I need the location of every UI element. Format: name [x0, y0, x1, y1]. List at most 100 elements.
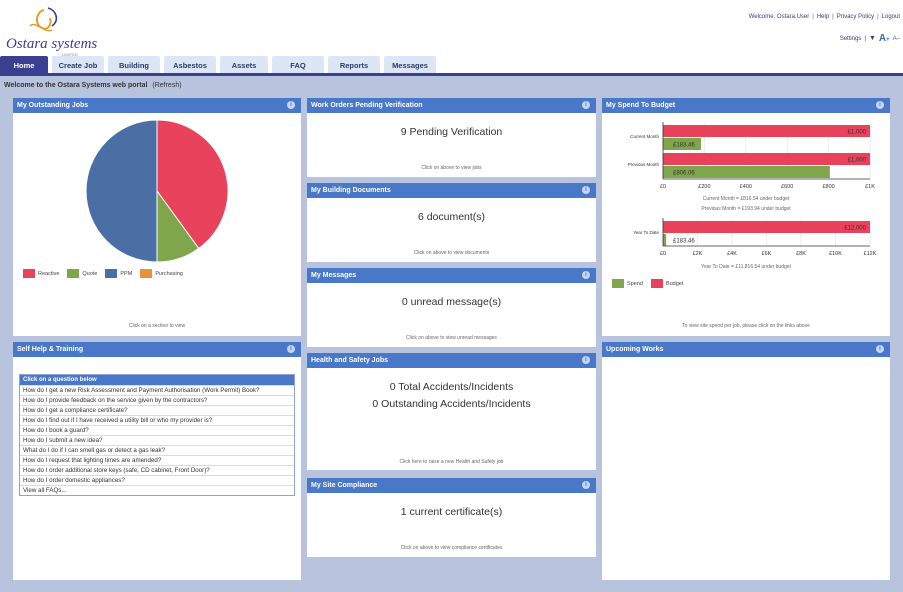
legend-swatch — [650, 279, 663, 288]
privacy-link[interactable]: Privacy Policy — [836, 14, 875, 20]
spend-bar[interactable] — [663, 166, 830, 178]
tick-label: £400 — [740, 184, 752, 190]
tick-label: £0 — [660, 184, 666, 190]
legend-spend: Spend — [612, 279, 643, 288]
ytd-summary: Year To Date = £11,816.54 under budget — [701, 264, 791, 270]
font-size-increase-icon[interactable]: A+ — [878, 33, 890, 44]
messages-panel[interactable]: My Messages i 0 unread message(s) Click … — [307, 268, 596, 347]
legend-label: Purchasing — [155, 270, 183, 277]
faq-item[interactable]: How do I provide feedback on the service… — [20, 395, 294, 405]
upcoming-works-panel: Upcoming Works i — [602, 342, 890, 580]
pending-verification-count[interactable]: 9 Pending Verification — [400, 126, 503, 138]
legend-ppm[interactable]: PPM — [105, 269, 132, 278]
panel-footer: Click on above to view jobs — [421, 165, 482, 171]
logo-text: Ostara systems — [6, 36, 98, 52]
tick-label: £800 — [822, 184, 834, 190]
info-icon[interactable]: i — [582, 356, 590, 364]
pie-slice-ppm[interactable] — [85, 119, 158, 263]
faq-item[interactable]: What do I do if I can smell gas or detec… — [20, 445, 294, 455]
info-icon[interactable]: i — [582, 101, 590, 109]
info-icon[interactable]: i — [876, 101, 884, 109]
faq-item[interactable]: How do I request that lighting times are… — [20, 455, 294, 465]
tick-label: £10K — [829, 251, 842, 257]
legend-swatch — [612, 279, 624, 288]
info-icon[interactable]: i — [582, 271, 590, 279]
refresh-link[interactable]: (Refresh) — [152, 82, 182, 89]
spend-bar[interactable] — [663, 234, 667, 246]
faq-item[interactable]: How do I order additional store keys (sa… — [20, 465, 294, 475]
info-icon[interactable]: i — [876, 345, 884, 353]
legend-swatch — [105, 269, 118, 278]
legend-quote[interactable]: Quote — [67, 269, 97, 278]
total-accidents[interactable]: 0 Total Accidents/Incidents — [389, 381, 514, 393]
tab-faq[interactable]: FAQ — [272, 56, 324, 74]
budget-bar[interactable] — [663, 153, 870, 165]
work-orders-panel[interactable]: Work Orders Pending Verification i 9 Pen… — [307, 98, 596, 177]
tab-create-job[interactable]: Create Job — [52, 56, 104, 74]
panel-title: Health and Safety Jobs — [311, 357, 389, 364]
panel-header: My Spend To Budget i — [602, 98, 890, 113]
panel-footer: Click on above to view documents — [413, 250, 490, 256]
help-link[interactable]: Help — [816, 14, 830, 20]
legend-swatch — [67, 269, 80, 278]
spend-legend: Spend Budget — [612, 279, 683, 288]
faq-item[interactable]: How do I get a compliance certificate? — [20, 405, 294, 415]
faq-item[interactable]: How do I order domestic appliances? — [20, 475, 294, 485]
panel-footer: Click on above to view compliance certif… — [400, 545, 503, 551]
outstanding-accidents[interactable]: 0 Outstanding Accidents/Incidents — [372, 398, 531, 410]
tab-messages[interactable]: Messages — [384, 56, 436, 74]
panel-footer: Click on a section to view — [128, 323, 186, 329]
tick-label: £4K — [727, 251, 737, 257]
welcome-banner: Welcome to the Ostara Systems web portal… — [4, 82, 182, 89]
info-icon[interactable]: i — [287, 345, 295, 353]
monthly-spend-bar-chart[interactable]: £0 £200 £400 £600 £800 £1K Current Month £1,000… — [602, 118, 890, 198]
panel-title: Self Help & Training — [17, 346, 84, 353]
ostara-logo[interactable]: Ostara systems LIMITED — [4, 6, 98, 57]
faq-item[interactable]: How do I book a guard? — [20, 425, 294, 435]
self-help-panel: Self Help & Training i Click on a questi… — [13, 342, 301, 580]
panel-footer: Click on above to view unread messages — [406, 335, 497, 341]
certificates-count[interactable]: 1 current certificate(s) — [400, 506, 503, 518]
logout-link[interactable]: Logout — [881, 14, 900, 20]
faq-item[interactable]: View all FAQs... — [20, 485, 294, 495]
budget-value-label: £1,000 — [848, 130, 867, 136]
budget-bar[interactable] — [663, 125, 870, 137]
legend-purchasing[interactable]: Purchasing — [140, 269, 183, 278]
health-safety-panel[interactable]: Health and Safety Jobs i 0 Total Acciden… — [307, 353, 596, 470]
outstanding-jobs-pie-chart[interactable] — [13, 118, 301, 268]
faq-item[interactable]: How do I find out if I have received a u… — [20, 415, 294, 425]
tick-label: £0 — [660, 251, 666, 257]
tab-building[interactable]: Building — [108, 56, 160, 74]
info-icon[interactable]: i — [287, 101, 295, 109]
tab-asbestos[interactable]: Asbestos — [164, 56, 216, 74]
raise-health-safety-link[interactable]: Click here to raise a new Health and Saf… — [399, 459, 504, 465]
ytd-spend-bar-chart[interactable]: £0 £2K £4K £6K £8K £10K £12K Year To Date £12,00… — [602, 218, 890, 260]
tab-reports[interactable]: Reports — [328, 56, 380, 74]
pie-legend: Reactive Quote PPM Purchasing — [23, 269, 183, 278]
tab-home[interactable]: Home — [0, 56, 48, 74]
panel-header: Health and Safety Jobs i — [307, 353, 596, 368]
pie-slice-reactive[interactable] — [156, 119, 229, 250]
info-icon[interactable]: i — [582, 481, 590, 489]
panel-title: Work Orders Pending Verification — [311, 102, 423, 109]
panel-title: My Site Compliance — [311, 482, 378, 489]
budget-bar[interactable] — [663, 221, 870, 233]
faq-item[interactable]: How do I get a new Risk Assessment and P… — [20, 385, 294, 395]
settings-link[interactable]: Settings — [839, 35, 862, 42]
panel-title: My Spend To Budget — [606, 102, 676, 109]
budget-value-label: £1,000 — [848, 158, 867, 164]
tab-assets[interactable]: Assets — [220, 56, 268, 74]
legend-reactive[interactable]: Reactive — [23, 269, 59, 278]
spend-bar[interactable] — [663, 138, 701, 150]
panel-header: My Site Compliance i — [307, 478, 596, 493]
tabs-underline — [0, 73, 903, 76]
dropdown-triangle-icon[interactable]: ▼ — [868, 35, 876, 42]
documents-count[interactable]: 6 document(s) — [417, 211, 486, 223]
legend-swatch — [140, 269, 153, 278]
unread-messages-count[interactable]: 0 unread message(s) — [401, 296, 502, 308]
info-icon[interactable]: i — [582, 186, 590, 194]
font-size-decrease-icon[interactable]: A– — [892, 35, 900, 42]
faq-item[interactable]: How do I submit a new idea? — [20, 435, 294, 445]
site-compliance-panel[interactable]: My Site Compliance i 1 current certifica… — [307, 478, 596, 557]
building-documents-panel[interactable]: My Building Documents i 6 document(s) Cl… — [307, 183, 596, 262]
